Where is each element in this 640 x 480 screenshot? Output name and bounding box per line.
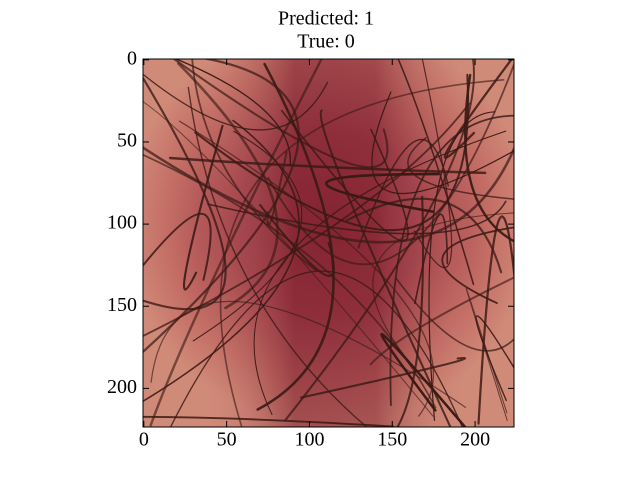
y-tick-label: 100 <box>107 212 137 234</box>
hair <box>284 59 475 422</box>
hair <box>143 145 514 244</box>
hair <box>389 114 514 406</box>
axes-frame <box>142 58 515 428</box>
hair <box>256 62 335 411</box>
y-tick-label: 0 <box>127 47 137 69</box>
hair <box>319 109 452 427</box>
x-tick-label: 0 <box>139 429 149 451</box>
title-line: Predicted: 1 <box>278 8 374 30</box>
hair <box>396 195 425 427</box>
title-line: True: 0 <box>297 31 355 53</box>
hair <box>143 59 300 354</box>
hair <box>143 212 212 281</box>
y-tick-label: 200 <box>107 376 137 398</box>
hair <box>143 100 434 417</box>
hair <box>172 59 389 169</box>
hair <box>441 226 514 305</box>
hair <box>143 75 227 311</box>
hair <box>169 270 463 427</box>
hair <box>380 333 467 427</box>
hair <box>143 102 471 338</box>
hair <box>174 59 291 166</box>
hair <box>371 91 514 195</box>
hair <box>428 111 496 421</box>
hair <box>187 86 368 427</box>
hair <box>143 415 394 427</box>
hair <box>397 59 475 286</box>
y-tick-label: 50 <box>117 130 137 152</box>
hair <box>345 197 503 274</box>
image <box>143 59 514 427</box>
hair <box>191 59 318 272</box>
x-tick-label: 50 <box>217 429 237 451</box>
hair <box>143 73 329 131</box>
hair <box>299 357 466 399</box>
x-tick-label: 100 <box>294 429 324 451</box>
x-tick-label: 200 <box>460 429 490 451</box>
y-tick-label: 150 <box>107 294 137 316</box>
hair <box>475 315 514 402</box>
hair <box>149 59 323 427</box>
hair <box>477 215 514 425</box>
hair <box>177 62 279 310</box>
hair <box>372 212 514 364</box>
hair <box>182 124 224 291</box>
hair <box>407 137 514 200</box>
x-tick-label: 150 <box>377 429 407 451</box>
hair <box>413 59 453 269</box>
